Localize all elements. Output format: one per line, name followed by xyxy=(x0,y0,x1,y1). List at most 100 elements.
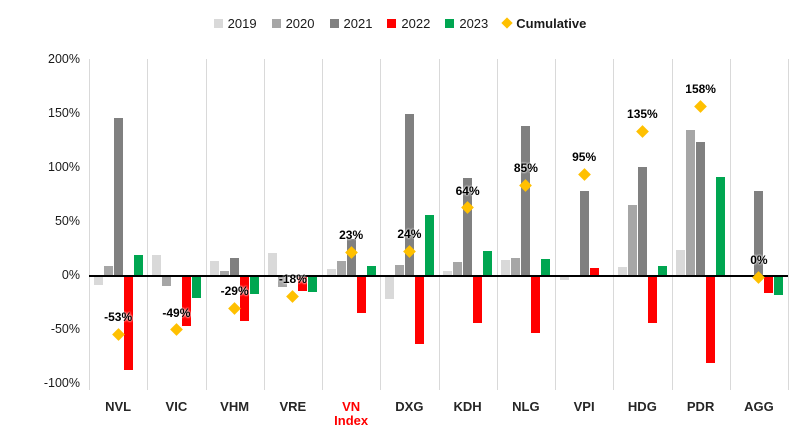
square-swatch-icon xyxy=(387,18,397,28)
bar-2023-NVL xyxy=(133,255,143,277)
legend-label: 2019 xyxy=(227,15,257,31)
bar-2022-VRE xyxy=(298,277,308,292)
bar-2020-HDG xyxy=(627,204,637,277)
bar-2022-KDH xyxy=(473,277,483,324)
bar-2020-VHM xyxy=(220,270,230,277)
bar-2023-KDH xyxy=(483,251,493,277)
bar-2023-VN-Index xyxy=(366,266,376,277)
bar-2020-DXG xyxy=(394,265,404,277)
bar-2022-VPI xyxy=(589,268,599,277)
square-swatch-icon xyxy=(445,18,455,28)
vertical-gridline xyxy=(672,59,673,390)
bar-2022-NLG xyxy=(531,277,541,334)
vertical-gridline xyxy=(730,59,731,390)
bar-2023-NLG xyxy=(541,258,551,277)
bar-2022-VHM xyxy=(240,277,250,322)
vertical-gridline xyxy=(788,59,789,390)
cumulative-value-label: -18% xyxy=(278,272,307,287)
x-axis-label-NVL: NVL xyxy=(105,399,132,414)
cumulative-value-label: 64% xyxy=(455,183,480,198)
vertical-gridline xyxy=(264,59,265,390)
vertical-gridline xyxy=(147,59,148,390)
legend-item-cumulative[interactable]: Cumulative xyxy=(501,15,587,31)
legend-label: 2022 xyxy=(401,15,431,31)
cumulative-marker-NVL xyxy=(111,327,125,341)
bar-2022-PDR xyxy=(706,277,716,364)
y-axis-tick-label: -50% xyxy=(50,322,80,336)
bar-2023-DXG xyxy=(424,215,434,277)
square-swatch-icon xyxy=(329,18,339,28)
cumulative-marker-PDR xyxy=(694,99,707,113)
bar-2022-NVL xyxy=(123,277,133,370)
bar-2019-NVL xyxy=(93,277,103,285)
x-axis-label-HDG: HDG xyxy=(627,399,657,414)
bar-2021-VHM xyxy=(230,257,240,277)
legend-label: Cumulative xyxy=(516,15,587,31)
bar-2021-DXG xyxy=(404,113,414,277)
bar-2019-DXG xyxy=(384,277,394,299)
square-swatch-icon xyxy=(271,18,281,28)
bar-2021-AGG xyxy=(754,190,764,277)
bar-2022-HDG xyxy=(647,277,657,324)
bar-2020-VRE xyxy=(278,277,288,287)
vertical-gridline xyxy=(555,59,556,390)
y-axis-tick-label: 100% xyxy=(48,160,80,174)
cumulative-value-label: -53% xyxy=(104,310,133,325)
cumulative-marker-VIC xyxy=(170,323,183,337)
bar-2021-KDH xyxy=(463,177,473,277)
legend-item-2022[interactable]: 2022 xyxy=(387,16,430,31)
bar-2022-VN-Index xyxy=(356,277,366,313)
bar-2019-VPI xyxy=(559,277,569,281)
bar-2020-PDR xyxy=(686,130,696,277)
legend-label: 2023 xyxy=(459,15,489,31)
cumulative-value-label: 158% xyxy=(685,82,716,97)
bar-2020-KDH xyxy=(453,261,463,277)
legend-label: 2021 xyxy=(343,15,373,31)
x-axis-label-NLG: NLG xyxy=(512,399,540,414)
vertical-gridline xyxy=(322,59,323,390)
bar-2023-HDG xyxy=(657,266,667,277)
y-axis-tick-label: 200% xyxy=(48,52,80,66)
cumulative-marker-VHM xyxy=(228,301,241,315)
legend-item-2021[interactable]: 2021 xyxy=(329,15,373,31)
bar-2021-PDR xyxy=(696,142,706,277)
chart-legend: 2019 2020 2021 2022 2023 Cumulative xyxy=(0,13,800,33)
bar-2020-VIC xyxy=(161,277,171,286)
cumulative-value-label: 85% xyxy=(513,161,538,176)
zero-axis-line xyxy=(89,275,788,277)
bar-2020-NLG xyxy=(511,257,521,277)
vertical-gridline xyxy=(206,59,207,390)
y-axis-tick-label: 50% xyxy=(54,214,80,228)
x-axis-label-VN-Index: VN Index xyxy=(334,399,369,428)
legend-label: 2020 xyxy=(285,15,315,31)
cumulative-marker-VRE xyxy=(286,290,300,303)
bar-2023-AGG xyxy=(774,277,784,296)
legend-item-2019[interactable]: 2019 xyxy=(213,15,257,31)
cumulative-value-label: -29% xyxy=(220,284,249,299)
y-axis-tick-label: 150% xyxy=(48,106,80,120)
bar-2019-VRE xyxy=(268,253,278,277)
legend-item-2020[interactable]: 2020 xyxy=(271,15,315,31)
cumulative-value-label: 95% xyxy=(572,150,597,165)
bar-2021-VPI xyxy=(579,190,589,277)
cumulative-value-label: -49% xyxy=(162,305,191,320)
vertical-gridline xyxy=(613,59,614,390)
vertical-gridline xyxy=(497,59,498,390)
bar-2019-KDH xyxy=(443,270,453,277)
bar-2022-DXG xyxy=(414,277,424,344)
legend-item-2023[interactable]: 2023 xyxy=(445,16,488,31)
y-axis-tick-label: -100% xyxy=(43,376,80,390)
x-axis-label-VHM: VHM xyxy=(220,399,250,414)
bar-2023-VHM xyxy=(250,277,260,295)
cumulative-marker-HDG xyxy=(636,124,649,138)
x-axis-label-VRE: VRE xyxy=(279,399,307,414)
bar-2019-VN-Index xyxy=(326,269,336,277)
x-axis-label-KDH: KDH xyxy=(453,399,482,414)
bar-2022-AGG xyxy=(764,277,774,294)
bar-2020-NVL xyxy=(103,266,113,277)
bar-2019-VIC xyxy=(151,255,161,277)
square-swatch-icon xyxy=(213,18,223,28)
bar-2019-HDG xyxy=(617,267,627,277)
cumulative-value-label: 23% xyxy=(339,228,364,243)
